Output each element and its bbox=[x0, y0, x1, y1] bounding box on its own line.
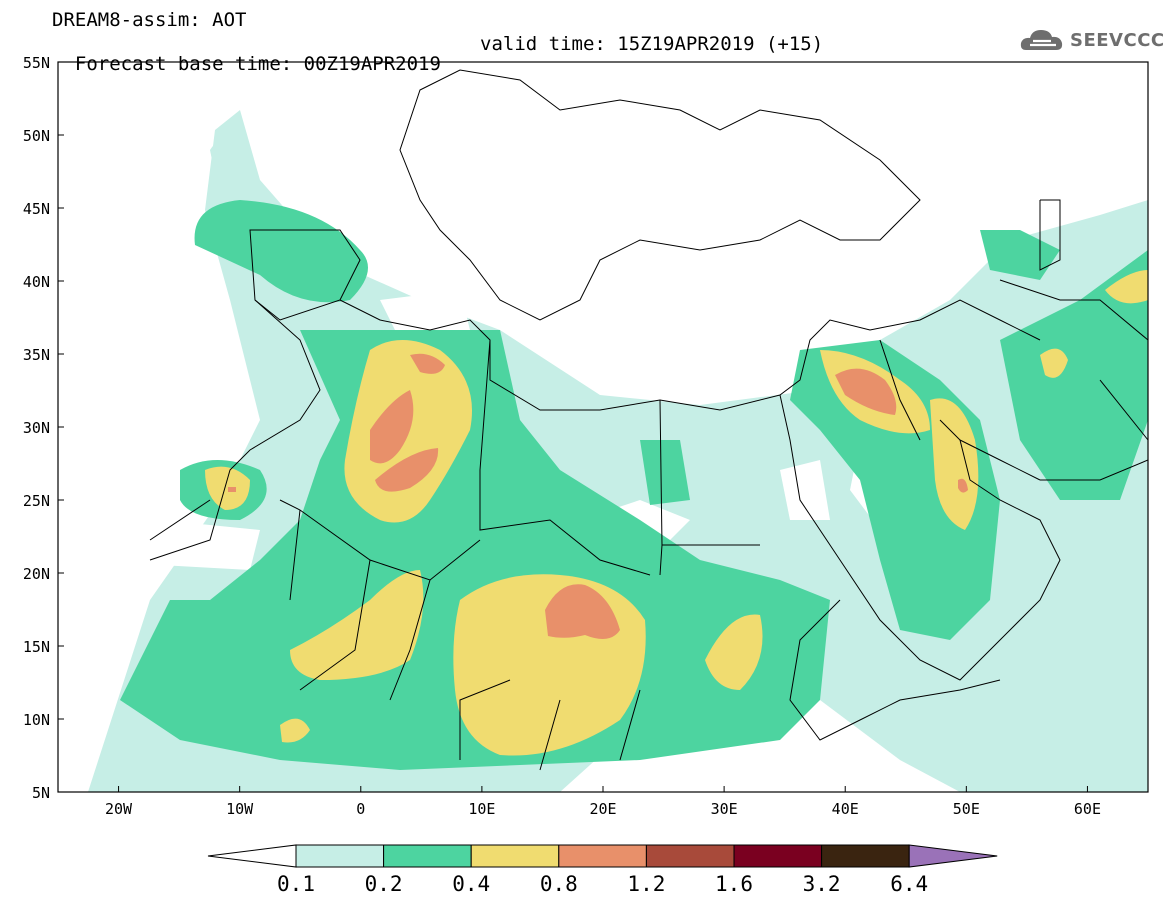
lat-tick-label: 50N bbox=[23, 127, 50, 145]
forecast-times: Forecast base time: 00Z19APR2019 valid t… bbox=[52, 34, 823, 94]
colorbar-box bbox=[383, 844, 472, 868]
lon-tick-label: 10W bbox=[226, 800, 254, 818]
longitude-axis: 20W 10W 0 10E 20E 30E 40E 50E 60E bbox=[105, 786, 1101, 818]
lat-tick-label: 25N bbox=[23, 492, 50, 510]
lon-tick-label: 30E bbox=[711, 800, 738, 818]
lat-tick-label: 20N bbox=[23, 565, 50, 583]
valid-time: valid time: 15Z19APR2019 (+15) bbox=[480, 33, 824, 55]
seevccc-logo: SEEVCCC bbox=[1018, 22, 1164, 58]
lat-tick-label: 30N bbox=[23, 419, 50, 437]
colorbar-box bbox=[295, 844, 385, 868]
colorbar-max-triangle bbox=[908, 844, 998, 868]
lon-tick-label: 60E bbox=[1074, 800, 1101, 818]
coastlines-borders bbox=[149, 69, 1148, 771]
colorbar-box bbox=[821, 844, 910, 868]
lat-tick-label: 45N bbox=[23, 200, 50, 218]
lon-tick-label: 0 bbox=[356, 800, 365, 818]
colorbar-label: 0.8 bbox=[539, 872, 578, 896]
logo-text: SEEVCCC bbox=[1070, 30, 1165, 51]
latitude-axis: 55N 50N 45N 40N 35N 30N 25N 20N 15N 10N 5N bbox=[23, 54, 64, 802]
lon-tick-label: 10E bbox=[468, 800, 495, 818]
colorbar-label: 0.4 bbox=[452, 872, 491, 896]
lat-tick-label: 10N bbox=[23, 711, 50, 729]
colorbar-label: 6.4 bbox=[890, 872, 929, 896]
colorbar-min-triangle bbox=[207, 844, 297, 868]
lat-tick-label: 40N bbox=[23, 273, 50, 291]
colorbar-label: 0.1 bbox=[277, 872, 315, 896]
colorbar-box bbox=[470, 844, 560, 868]
aot-band-0-8 bbox=[228, 353, 968, 639]
cloud-icon bbox=[1020, 30, 1063, 50]
lat-tick-label: 5N bbox=[32, 784, 50, 802]
model-title: DREAM8-assim: AOT bbox=[52, 9, 247, 31]
lon-tick-label: 20E bbox=[589, 800, 616, 818]
aot-contours bbox=[88, 110, 1148, 792]
lon-tick-label: 20W bbox=[105, 800, 133, 818]
colorbar-label: 1.6 bbox=[715, 872, 753, 896]
colorbar bbox=[207, 844, 998, 868]
colorbar-box bbox=[645, 844, 735, 868]
colorbar-label: 3.2 bbox=[802, 872, 841, 896]
colorbar-box bbox=[733, 844, 823, 868]
colorbar-label: 1.2 bbox=[627, 872, 666, 896]
lat-tick-label: 35N bbox=[23, 346, 50, 364]
lon-tick-label: 40E bbox=[832, 800, 859, 818]
lat-tick-label: 55N bbox=[23, 54, 50, 72]
colorbar-label: 0.2 bbox=[364, 872, 403, 896]
lat-tick-label: 15N bbox=[23, 638, 50, 656]
lon-tick-label: 50E bbox=[953, 800, 980, 818]
base-time: Forecast base time: 00Z19APR2019 bbox=[74, 53, 441, 75]
colorbar-box bbox=[558, 844, 647, 868]
